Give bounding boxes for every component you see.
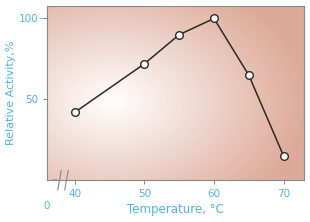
Point	[72, 111, 77, 114]
Text: 0: 0	[44, 201, 50, 211]
Point	[246, 73, 251, 77]
X-axis label: Temperature, °C: Temperature, °C	[127, 203, 224, 216]
Y-axis label: Relative Activity,%: Relative Activity,%	[6, 41, 16, 145]
Point	[177, 33, 182, 36]
Point	[142, 62, 147, 65]
Point	[281, 154, 286, 158]
Point	[211, 17, 216, 20]
Text: –: –	[51, 174, 57, 184]
Text: –: –	[38, 14, 44, 24]
